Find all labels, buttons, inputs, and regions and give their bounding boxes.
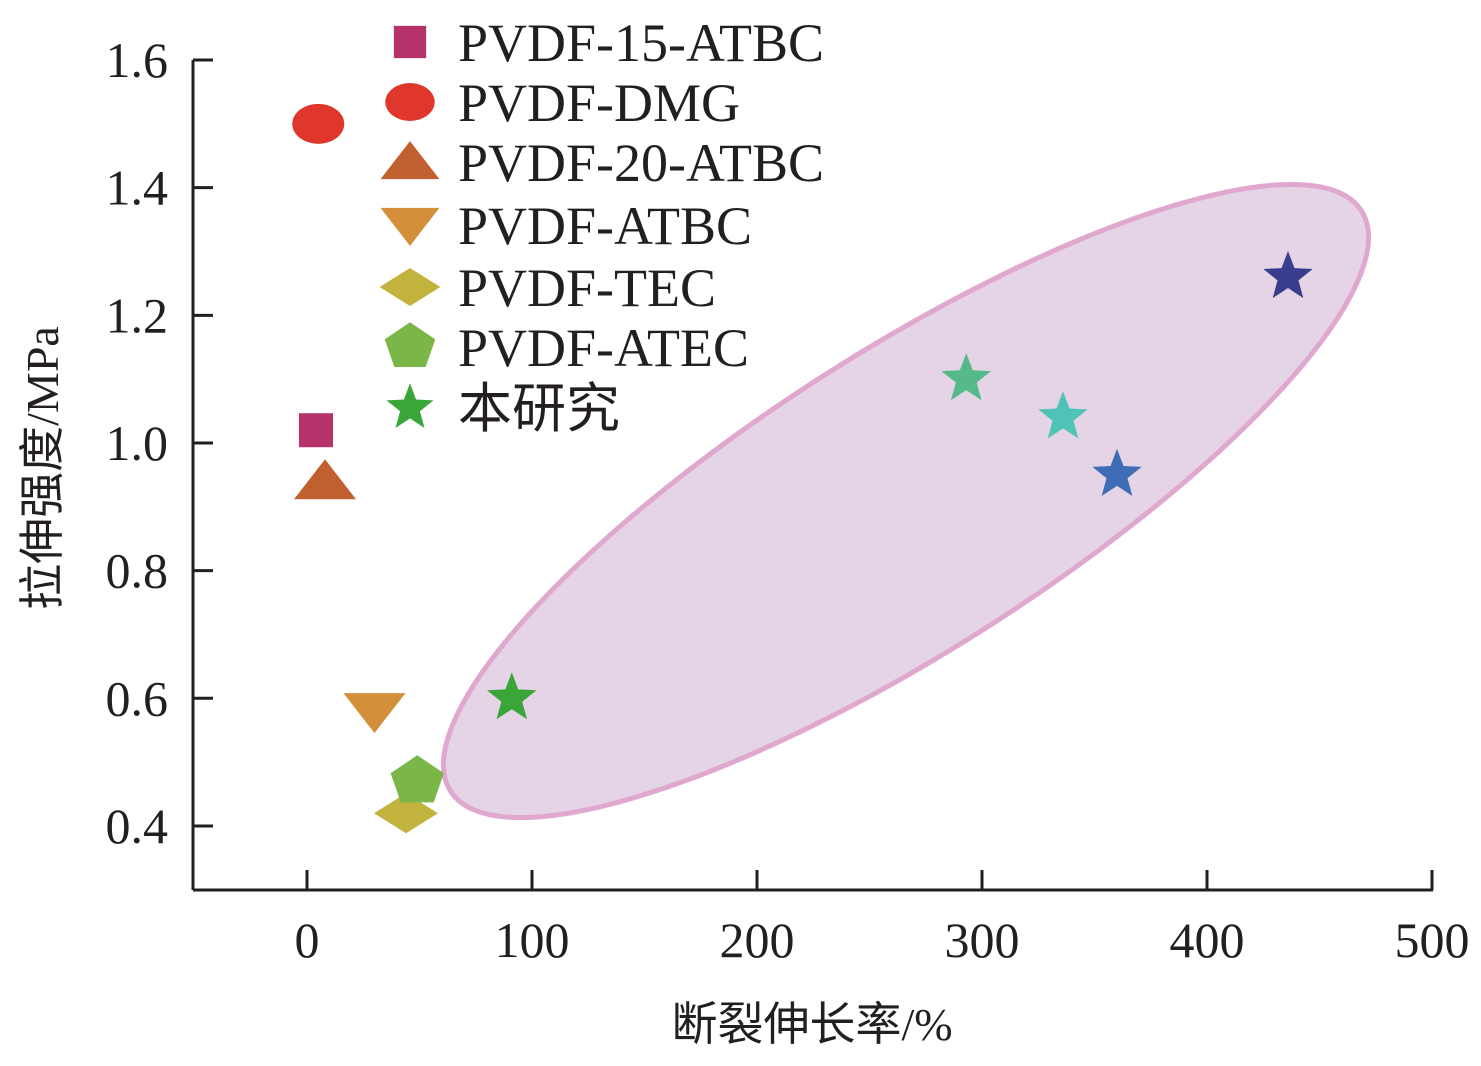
x-tick-label: 500 — [1395, 912, 1470, 968]
y-tick-label: 1.2 — [106, 287, 169, 343]
legend-label: PVDF-TEC — [458, 258, 716, 318]
legend-label: 本研究 — [458, 379, 620, 439]
legend-marker-pentagon — [384, 322, 436, 367]
legend-label: PVDF-ATBC — [458, 196, 752, 256]
data-point-star — [1092, 448, 1142, 496]
legend-label: PVDF-ATEC — [458, 318, 749, 378]
data-point-star — [1038, 391, 1088, 439]
data-point-ellipse — [292, 103, 345, 144]
y-tick-label: 0.4 — [106, 798, 169, 854]
x-tick-label: 300 — [945, 912, 1020, 968]
y-tick-label: 1.6 — [106, 32, 169, 88]
legend-label: PVDF-15-ATBC — [458, 13, 824, 73]
legend-marker-ellipse — [385, 83, 435, 121]
data-point-triangle-down — [343, 693, 406, 734]
data-point-triangle-up — [294, 459, 356, 500]
legend-marker-triangle-up — [380, 141, 440, 180]
data-point-star — [487, 672, 537, 720]
data-point-star — [1263, 251, 1313, 299]
y-axis-label: 拉伸强度/MPa — [17, 326, 68, 610]
legend-marker-triangle-down — [380, 207, 440, 246]
y-tick-label: 1.0 — [106, 415, 169, 471]
data-point-star — [941, 353, 991, 401]
x-axis-label: 断裂伸长率/% — [671, 999, 952, 1050]
legend-label: PVDF-DMG — [458, 73, 740, 133]
data-point-diamond — [374, 793, 438, 834]
legend-label: PVDF-20-ATBC — [458, 133, 824, 193]
legend-marker-star — [386, 383, 434, 428]
x-tick-label: 100 — [495, 912, 570, 968]
x-tick-label: 400 — [1170, 912, 1245, 968]
data-point-square — [299, 413, 333, 448]
legend-marker-diamond — [379, 268, 441, 306]
y-tick-label: 0.8 — [106, 543, 169, 599]
x-tick-label: 0 — [295, 912, 320, 968]
x-tick-label: 200 — [720, 912, 795, 968]
y-tick-label: 0.6 — [106, 670, 169, 726]
highlight-ellipse — [440, 181, 1372, 821]
legend-marker-square — [393, 25, 427, 59]
data-point-pentagon — [390, 755, 444, 803]
y-tick-label: 1.4 — [106, 160, 169, 216]
